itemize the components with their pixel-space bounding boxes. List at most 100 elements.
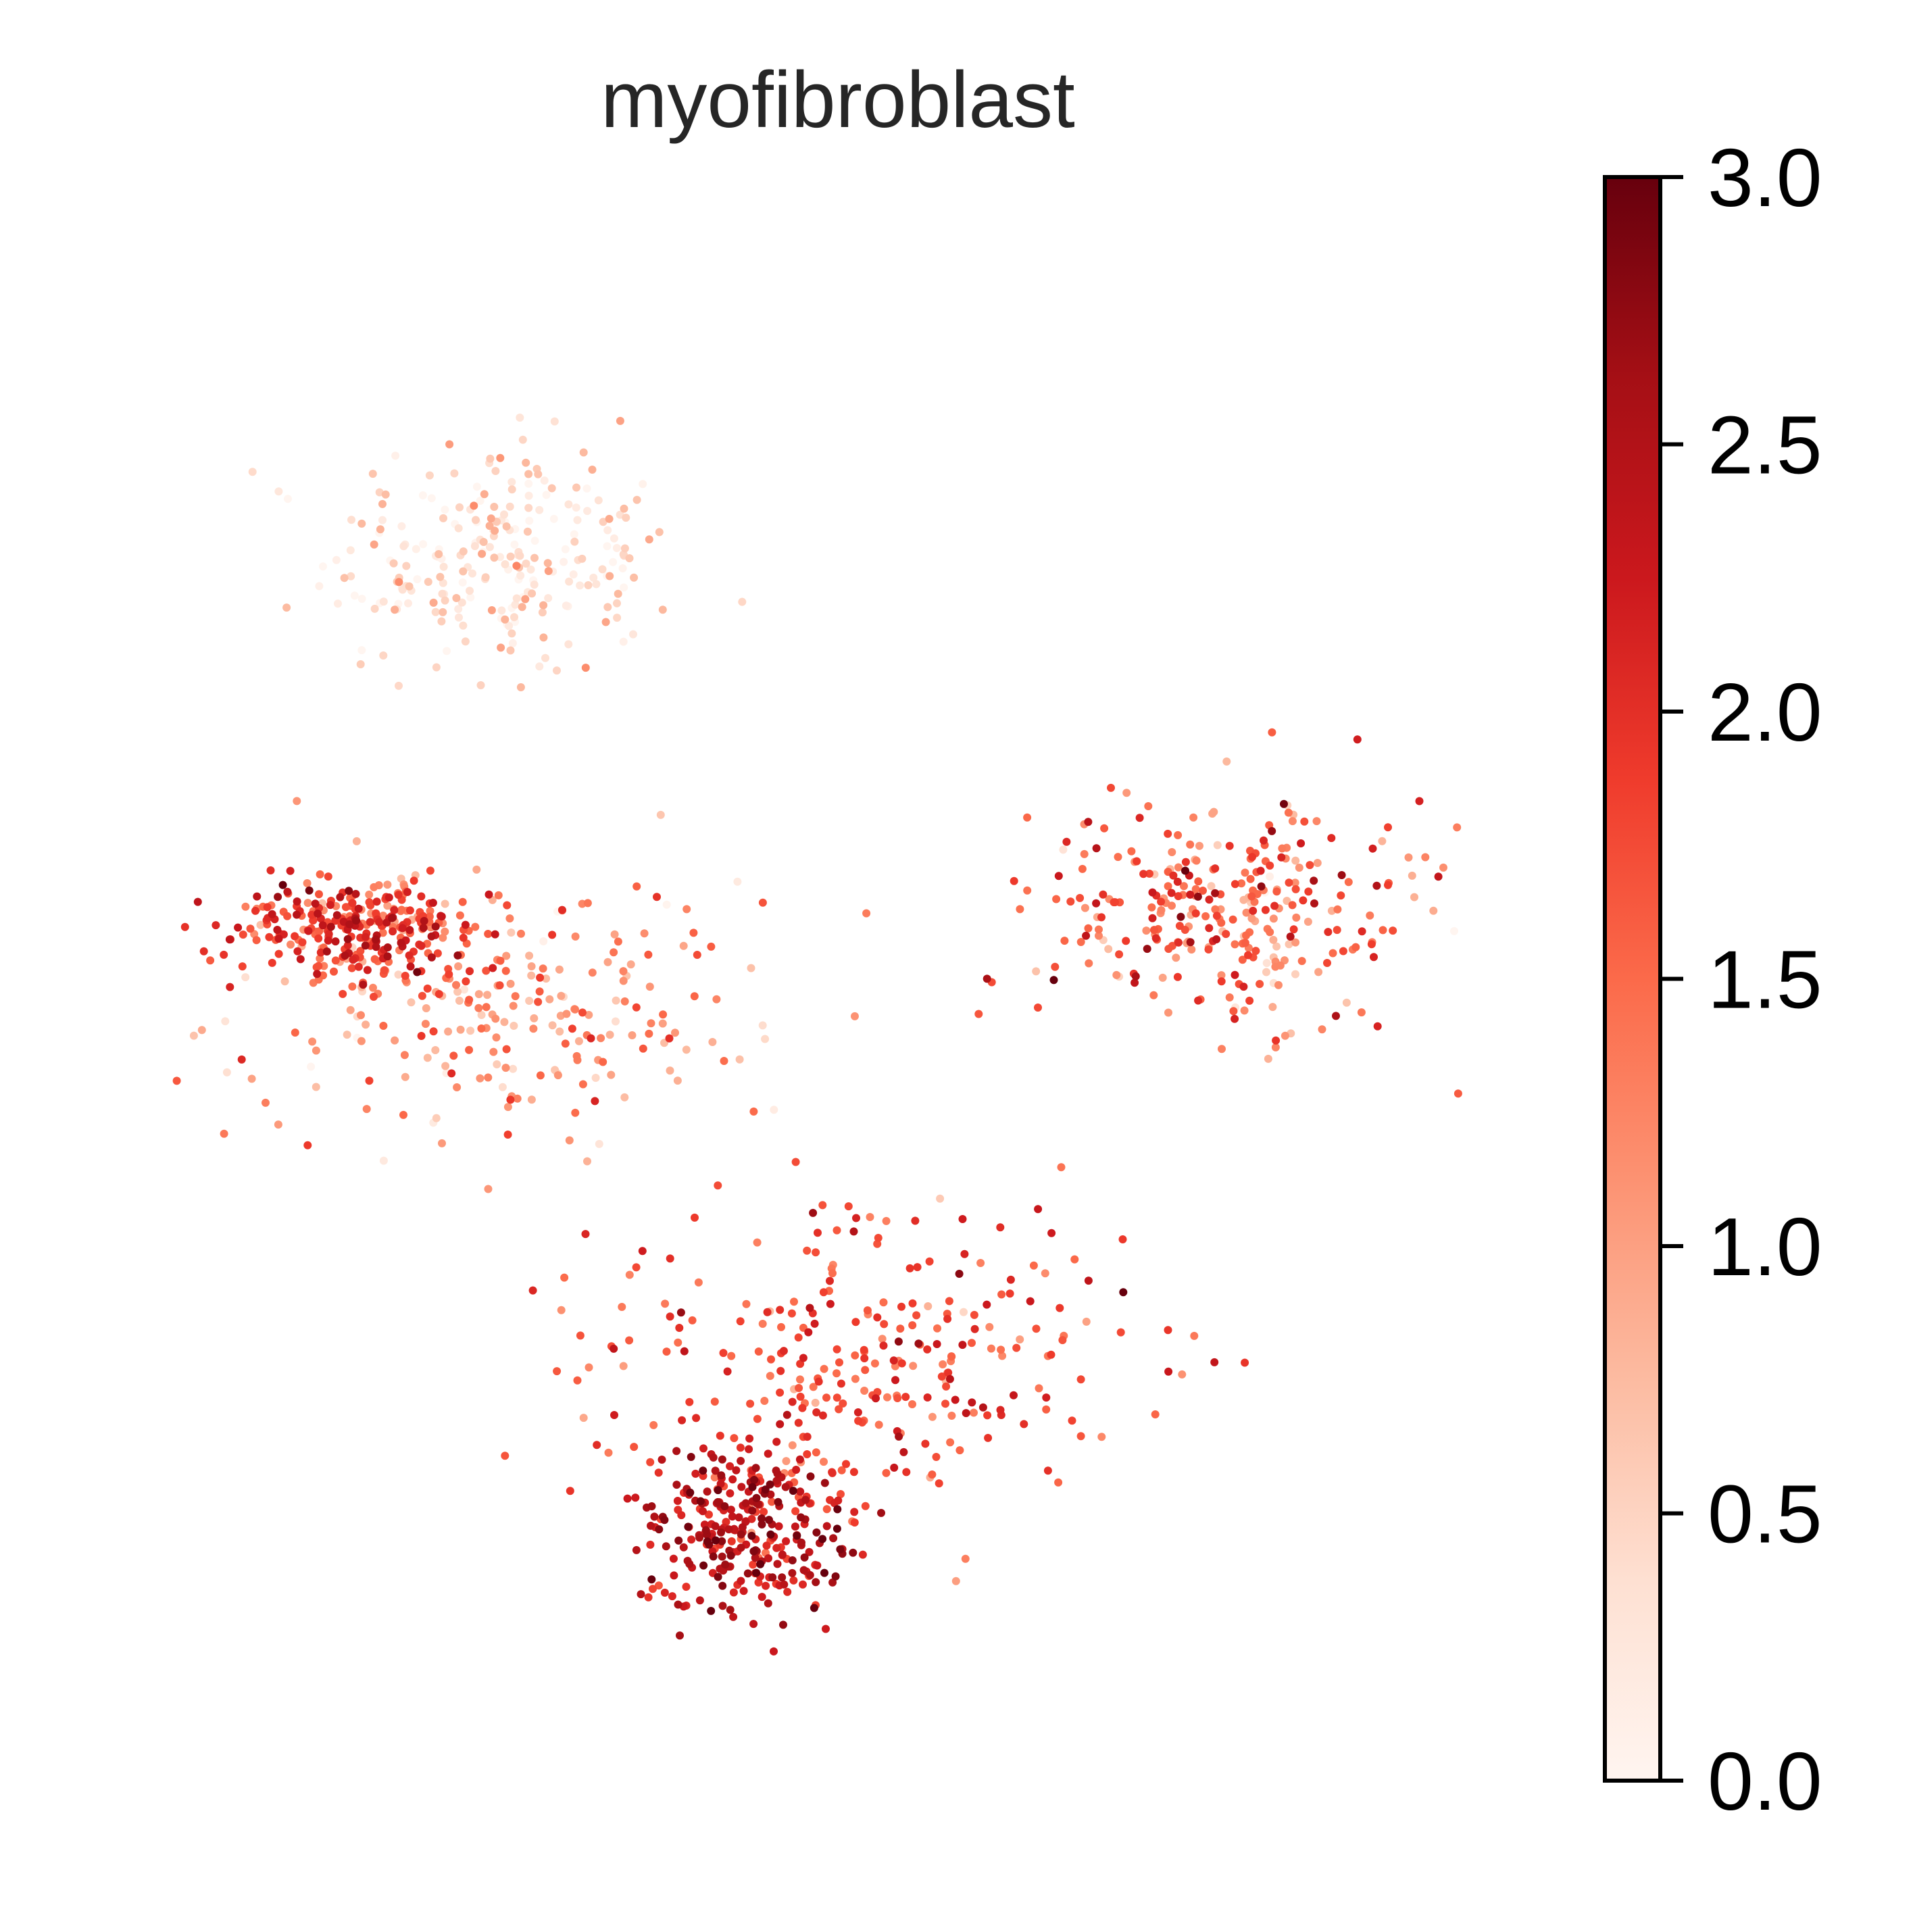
data-point: [933, 1340, 941, 1348]
data-point: [1076, 1432, 1085, 1441]
data-point: [937, 1372, 946, 1381]
data-point: [646, 1540, 655, 1549]
data-point: [557, 991, 566, 1000]
data-point: [502, 522, 511, 530]
data-point: [555, 965, 564, 974]
data-point: [645, 983, 654, 991]
data-point: [316, 954, 324, 963]
data-point: [527, 962, 536, 970]
data-point: [620, 583, 628, 592]
data-point: [672, 1481, 681, 1489]
data-point: [1191, 909, 1200, 918]
data-point: [776, 1388, 785, 1397]
data-point: [225, 935, 234, 944]
data-point: [924, 1302, 933, 1310]
data-point: [705, 1510, 713, 1519]
data-point: [529, 1024, 538, 1033]
data-point: [912, 1311, 921, 1320]
data-point: [565, 577, 574, 586]
data-point: [894, 1337, 903, 1346]
data-point: [997, 1345, 1005, 1354]
data-point: [293, 910, 301, 919]
data-point: [432, 1114, 441, 1122]
data-point: [1186, 840, 1195, 849]
data-point: [1057, 1163, 1066, 1172]
data-point: [682, 905, 691, 914]
data-point: [598, 565, 607, 574]
data-point: [1286, 933, 1295, 941]
data-point: [983, 1300, 991, 1309]
data-point: [716, 1431, 724, 1440]
data-point: [877, 1508, 885, 1517]
data-point: [776, 1306, 785, 1314]
data-point: [1194, 996, 1203, 1005]
data-point: [1035, 1384, 1043, 1393]
data-point: [1269, 935, 1278, 944]
data-point: [1201, 912, 1210, 920]
data-point: [666, 1312, 674, 1321]
data-point: [951, 1395, 960, 1404]
data-point: [1389, 926, 1397, 935]
data-point: [945, 1297, 953, 1306]
data-point: [826, 1299, 835, 1308]
data-point: [491, 467, 500, 475]
data-point: [1100, 824, 1109, 833]
data-point: [1099, 890, 1108, 899]
data-point: [1131, 979, 1139, 987]
data-point: [692, 1414, 701, 1422]
data-point: [570, 537, 579, 546]
data-point: [1429, 906, 1438, 915]
data-point: [472, 516, 480, 524]
data-point: [908, 1299, 917, 1308]
data-point: [458, 897, 467, 906]
data-point: [505, 622, 514, 630]
data-point: [1054, 872, 1063, 881]
data-point: [561, 545, 570, 553]
data-point: [513, 1094, 522, 1103]
data-point: [1186, 938, 1195, 947]
data-point: [397, 939, 405, 947]
data-point: [718, 1581, 727, 1590]
data-point: [732, 1466, 741, 1475]
data-point: [524, 491, 533, 500]
data-point: [839, 1399, 847, 1408]
data-point: [674, 1600, 682, 1609]
data-point: [477, 1011, 486, 1019]
data-point: [1303, 918, 1312, 926]
data-point: [357, 1011, 365, 1020]
data-point: [687, 1453, 695, 1461]
data-point: [527, 971, 536, 980]
data-point: [501, 560, 510, 568]
data-point: [540, 476, 549, 485]
data-point: [788, 1556, 797, 1564]
data-point: [679, 941, 688, 950]
data-point: [1272, 887, 1281, 896]
data-point: [370, 540, 378, 549]
data-point: [849, 1548, 858, 1557]
data-point: [675, 1324, 684, 1332]
data-point: [351, 889, 360, 898]
data-point: [1070, 1255, 1079, 1264]
data-point: [1241, 868, 1249, 877]
data-point: [406, 962, 415, 971]
data-point: [502, 1045, 511, 1054]
data-point: [978, 1403, 987, 1412]
data-point: [398, 924, 407, 933]
colorbar-tick-label: 2.5: [1708, 399, 1822, 491]
data-point: [905, 1264, 914, 1272]
data-point: [526, 565, 535, 574]
data-point: [376, 525, 384, 534]
data-point: [319, 562, 327, 571]
data-point: [544, 594, 553, 603]
data-point: [1247, 892, 1256, 901]
data-point: [506, 552, 515, 561]
data-point: [776, 1420, 785, 1429]
data-point: [860, 1387, 869, 1395]
data-point: [970, 1324, 979, 1333]
data-point: [1176, 912, 1185, 921]
data-point: [484, 1185, 493, 1193]
data-point: [610, 948, 618, 957]
data-point: [757, 1520, 766, 1529]
data-point: [420, 916, 428, 925]
data-point: [239, 931, 247, 939]
